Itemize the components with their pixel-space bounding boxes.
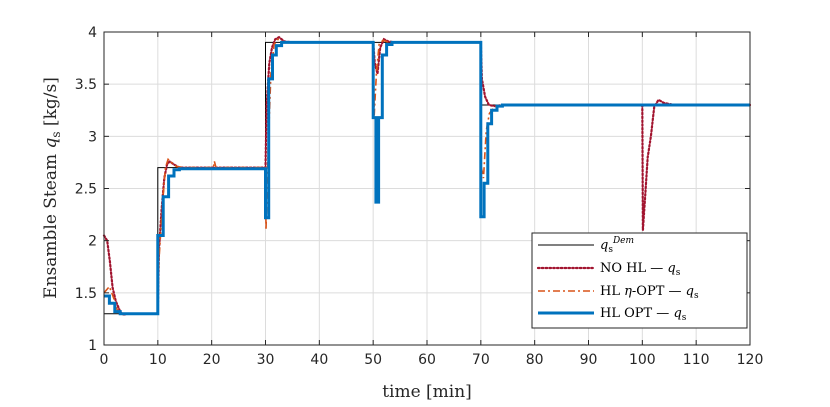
legend-label-0: qsDem: [600, 236, 634, 255]
x-tick-label: 100: [629, 352, 656, 368]
legend-label-1: NO HL — qs: [600, 261, 681, 278]
x-tick-label: 110: [683, 352, 710, 368]
y-tick-label: 1.5: [75, 286, 97, 302]
y-axis-label: Ensamble Steam qs [kg/s]: [41, 77, 63, 299]
x-tick-label: 90: [580, 352, 598, 368]
x-tick-label: 60: [418, 352, 436, 368]
y-tick-label: 3.5: [75, 77, 97, 93]
legend-label-3: HL OPT — qs: [600, 306, 687, 323]
series-line-3: [104, 40, 750, 316]
x-tick-label: 20: [203, 352, 221, 368]
legend-label-2: HL η-OPT — qs: [600, 284, 699, 301]
x-tick-label: 40: [310, 352, 328, 368]
y-tick-label: 2.5: [75, 182, 97, 198]
x-tick-label: 30: [257, 352, 275, 368]
x-axis-label: time [min]: [382, 382, 472, 402]
series-layer: [102, 35, 752, 316]
x-tick-label: 10: [149, 352, 167, 368]
series-line-2: [103, 38, 750, 316]
x-tick-label: 70: [472, 352, 490, 368]
legend: qsDem NO HL — qs HL η-OPT — qs HL OPT — qs: [531, 232, 748, 329]
y-tick-label: 2: [88, 234, 97, 250]
x-tick-label: 50: [364, 352, 382, 368]
axis-ticks: 0 10 20 30 40 50 60 70 80 90 100 110 120 1 1.5 2 2.5 3 3.5…: [75, 25, 764, 368]
x-tick-label: 0: [100, 352, 109, 368]
y-tick-label: 1: [88, 338, 97, 354]
y-tick-label: 3: [88, 129, 97, 145]
x-tick-label: 80: [526, 352, 544, 368]
x-tick-label: 120: [737, 352, 764, 368]
y-tick-label: 4: [88, 25, 97, 41]
